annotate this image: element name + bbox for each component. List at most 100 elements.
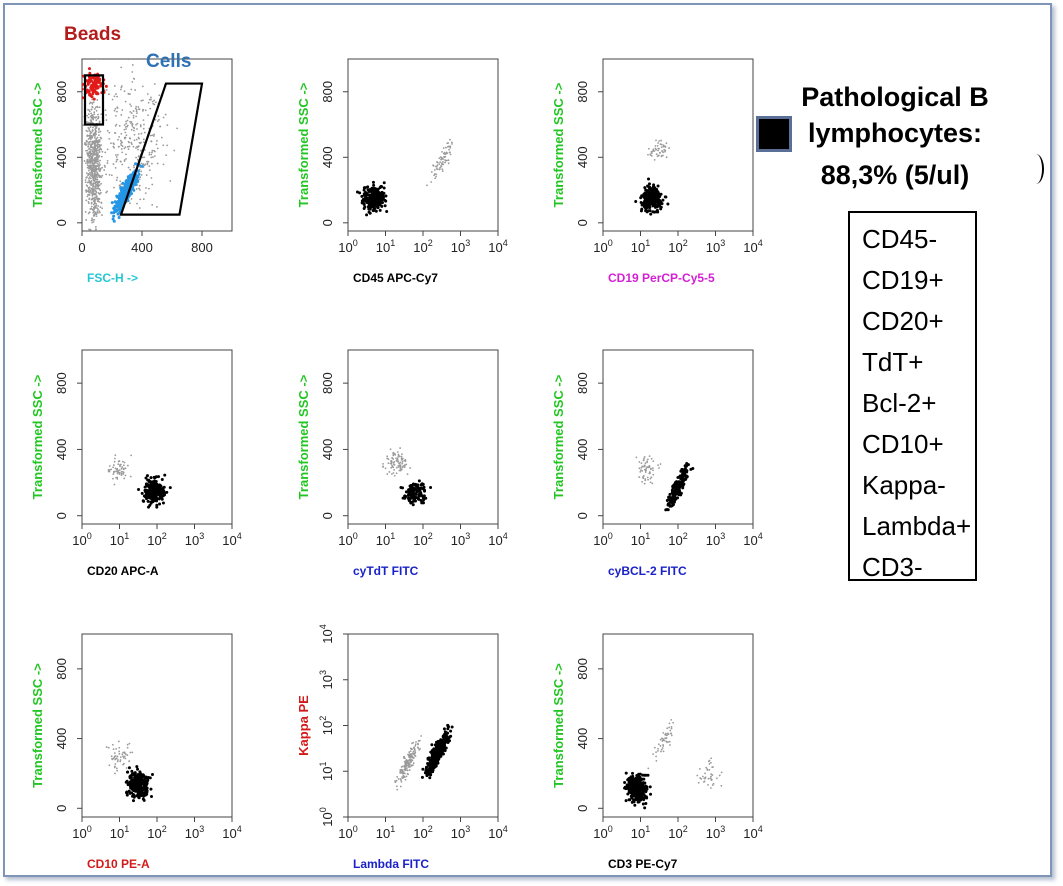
event-point: [441, 156, 443, 159]
event-point: [447, 159, 450, 162]
event-point: [93, 218, 96, 221]
event-point: [670, 726, 673, 728]
event-point: [85, 144, 87, 147]
event-point: [129, 120, 131, 123]
event-point: [682, 482, 686, 486]
event-point: [122, 193, 126, 197]
event-point: [101, 214, 103, 216]
event-point: [709, 761, 712, 764]
event-point: [400, 455, 403, 458]
event-point: [119, 196, 123, 200]
event-point: [87, 173, 90, 176]
event-point: [94, 212, 97, 215]
event-point: [85, 129, 88, 132]
event-point: [648, 785, 652, 789]
event-point: [401, 771, 404, 774]
event-point: [121, 753, 124, 756]
event-point: [435, 175, 437, 178]
event-point: [93, 172, 96, 175]
event-point: [88, 176, 91, 178]
event-point: [86, 195, 89, 198]
event-point: [655, 139, 657, 142]
event-point: [140, 99, 143, 102]
event-point: [100, 113, 103, 116]
event-point: [661, 740, 664, 742]
event-point: [96, 136, 99, 139]
scatter-plot-cd10: 100 101 102 103 104 0 400 800 CD10 PE-A Transform…: [30, 633, 242, 871]
event-point: [82, 87, 84, 91]
event-point: [87, 212, 90, 215]
event-point: [646, 458, 649, 461]
event-point: [91, 173, 94, 176]
event-point: [635, 774, 639, 778]
event-point: [449, 145, 452, 148]
event-point: [635, 781, 639, 785]
event-point: [118, 746, 121, 749]
gate-beads: [83, 74, 105, 126]
event-point: [151, 151, 153, 154]
gate-cells: [119, 82, 204, 216]
event-point: [415, 495, 419, 499]
event-point: [135, 775, 139, 779]
event-point: [703, 780, 706, 783]
event-point: [406, 769, 408, 771]
event-point: [163, 473, 167, 477]
event-point: [391, 465, 394, 468]
event-point: [91, 190, 94, 192]
event-point: [441, 168, 444, 171]
event-point: [88, 228, 90, 231]
event-point: [146, 160, 148, 163]
event-point: [396, 788, 399, 791]
x-axis-label: CD19 PerCP-Cy5-5: [608, 271, 715, 285]
event-point: [95, 109, 98, 112]
event-point: [653, 193, 657, 197]
event-point: [393, 474, 396, 477]
event-point: [119, 160, 122, 163]
event-point: [91, 152, 94, 155]
event-point: [404, 490, 408, 494]
event-point: [711, 766, 714, 769]
event-point: [88, 177, 90, 180]
event-point: [83, 160, 86, 162]
event-point: [446, 152, 449, 155]
event-point: [137, 155, 140, 157]
event-point: [396, 451, 399, 453]
event-point: [135, 105, 138, 108]
event-point: [123, 136, 126, 139]
event-point: [410, 764, 413, 767]
event-point: [671, 500, 675, 504]
event-point: [439, 754, 443, 758]
event-point: [108, 174, 111, 176]
event-point: [404, 464, 406, 466]
event-point: [647, 767, 650, 770]
event-point: [130, 88, 133, 91]
plot-frame: [347, 633, 499, 818]
event-point: [124, 753, 127, 756]
event-point: [642, 797, 646, 801]
event-point: [159, 488, 163, 492]
event-point: [676, 496, 680, 500]
event-point: [94, 242, 96, 244]
event-point: [91, 150, 94, 153]
event-point: [657, 743, 660, 746]
y-tick-label: 800: [575, 372, 590, 394]
event-point: [656, 191, 660, 195]
event-point: [93, 143, 96, 146]
event-point: [647, 153, 649, 156]
event-point: [112, 757, 115, 760]
event-point: [111, 217, 115, 221]
event-point: [678, 484, 682, 488]
event-point: [671, 503, 675, 507]
figure-frame: [3, 3, 1052, 877]
event-point: [634, 791, 638, 795]
event-point: [435, 746, 439, 750]
y-tick-label: 101: [318, 762, 335, 781]
event-point: [136, 784, 140, 788]
event-point: [407, 754, 410, 757]
event-point: [87, 202, 90, 205]
event-point: [132, 145, 135, 148]
event-point: [399, 778, 402, 780]
event-point: [127, 59, 130, 61]
event-point: [126, 770, 130, 774]
event-point: [660, 143, 663, 146]
